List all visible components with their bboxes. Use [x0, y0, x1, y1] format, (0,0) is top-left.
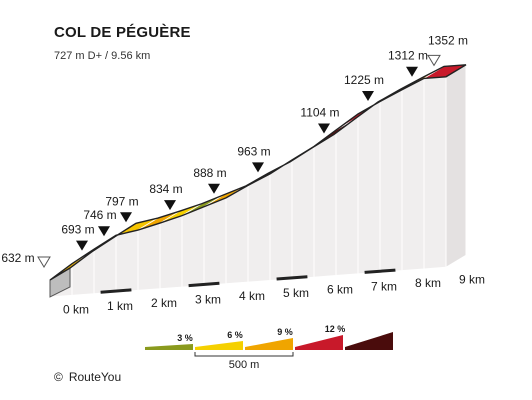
end-cap	[445, 63, 467, 269]
legend-swatch	[195, 341, 243, 350]
summit-marker	[318, 123, 330, 134]
x-tick-label: 6 km	[327, 283, 353, 297]
legend-label: 12 %	[325, 324, 346, 334]
side-panel	[225, 184, 249, 285]
summit-elevation-label: 693 m	[61, 223, 94, 237]
summit-marker	[76, 240, 88, 251]
x-tick-label: 3 km	[195, 292, 221, 306]
legend-swatch	[145, 344, 193, 350]
summit-marker	[208, 183, 220, 194]
x-tick-label: 5 km	[283, 286, 309, 300]
summit-elevation-label: 1352 m	[428, 33, 468, 47]
x-tick-label: 8 km	[415, 276, 441, 290]
side-panel	[181, 206, 205, 288]
x-tick-label: 1 km	[107, 299, 133, 313]
profile-gradient-bands	[49, 64, 467, 281]
summit-marker	[164, 200, 176, 211]
side-panel	[335, 113, 359, 277]
summit-elevation-label: 797 m	[105, 194, 138, 208]
side-panel	[313, 129, 337, 278]
legend-label: 6 %	[227, 330, 243, 340]
side-panel	[291, 145, 315, 280]
side-panel	[203, 197, 227, 286]
chart-subtitle: 727 m D+ / 9.56 km	[54, 50, 151, 62]
side-panel	[401, 77, 425, 272]
profile-outline	[49, 64, 467, 281]
summit-marker	[120, 212, 132, 223]
side-panel	[423, 76, 447, 270]
side-panel	[159, 214, 183, 290]
km-base-bar	[364, 268, 396, 274]
summit-marker-open	[427, 54, 441, 67]
credit-text: RouteYou	[68, 370, 122, 384]
x-tick-label: 4 km	[239, 289, 265, 303]
summit-elevation-label: 1225 m	[344, 73, 384, 87]
side-panel	[357, 100, 381, 275]
legend-swatch	[345, 332, 393, 350]
summit-marker	[252, 162, 264, 173]
x-tick-label: 9 km	[459, 273, 485, 287]
summit-marker-open	[37, 256, 51, 268]
x-axis: 0 km 1 km 2 km 3 km 4 km 5 km 6 km 7 km 8 km 9 km	[63, 273, 485, 317]
km-base-bar	[276, 275, 308, 281]
side-panel	[269, 158, 293, 282]
x-tick-label: 0 km	[63, 302, 89, 316]
km-base-bar	[100, 288, 132, 294]
legend-scale-bracket	[194, 352, 294, 357]
chart-title: COL DE PÉGUÈRE	[54, 24, 191, 41]
legend-label: 3 %	[177, 333, 193, 343]
side-panel	[115, 229, 139, 293]
legend-scale-label: 500 m	[229, 359, 260, 371]
profile-side-faces	[49, 63, 467, 298]
side-panel	[93, 234, 117, 295]
summit-elevation-label: 888 m	[193, 166, 226, 180]
copyright-credit: © RouteYou	[54, 370, 121, 384]
summit-elevation-label: 1104 m	[300, 105, 339, 119]
summit-elevation-label: 632 m	[1, 251, 34, 265]
legend-label: 9 %	[277, 327, 293, 337]
gradient-legend: 3 % 6 % 9 % 12 % 500 m	[145, 324, 393, 371]
legend-swatch	[245, 338, 293, 350]
side-panel	[137, 222, 161, 291]
summit-elevation-label: 963 m	[237, 144, 270, 158]
summit-elevation-label: 834 m	[149, 182, 182, 196]
x-tick-label: 7 km	[371, 279, 397, 293]
legend-swatch	[295, 335, 343, 350]
side-panel	[247, 173, 271, 283]
summit-elevation-label: 1312 m	[388, 49, 428, 63]
summit-marker	[98, 226, 110, 237]
summit-elevation-label: 746 m	[83, 208, 116, 222]
x-tick-label: 2 km	[151, 296, 177, 310]
copyright-symbol: ©	[54, 370, 63, 384]
side-panel	[379, 88, 403, 273]
summit-marker	[406, 66, 418, 77]
summit-marker	[362, 90, 374, 101]
km-base-bar	[188, 281, 220, 288]
